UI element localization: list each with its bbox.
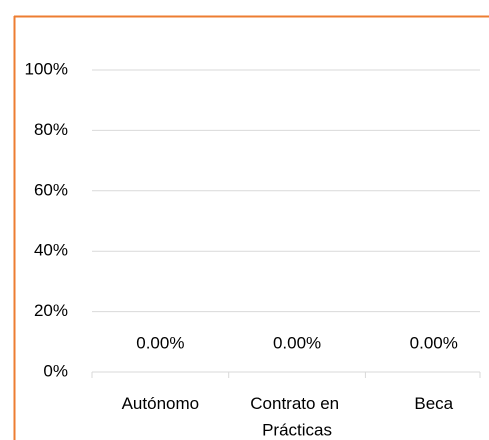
y-tick-label: 40% [34,241,68,260]
x-tick-label: Beca [414,394,453,413]
y-tick-label: 80% [34,120,68,139]
data-label: 0.00% [273,333,321,352]
y-tick-label: 0% [43,361,68,380]
y-tick-label: 100% [25,59,68,78]
data-label: 0.00% [410,333,458,352]
x-tick-label: Contrato en Prácticas [250,394,344,439]
data-label: 0.00% [136,333,184,352]
y-tick-label: 60% [34,180,68,199]
y-tick-label: 20% [34,301,68,320]
x-tick-label: Autónomo [122,394,200,413]
